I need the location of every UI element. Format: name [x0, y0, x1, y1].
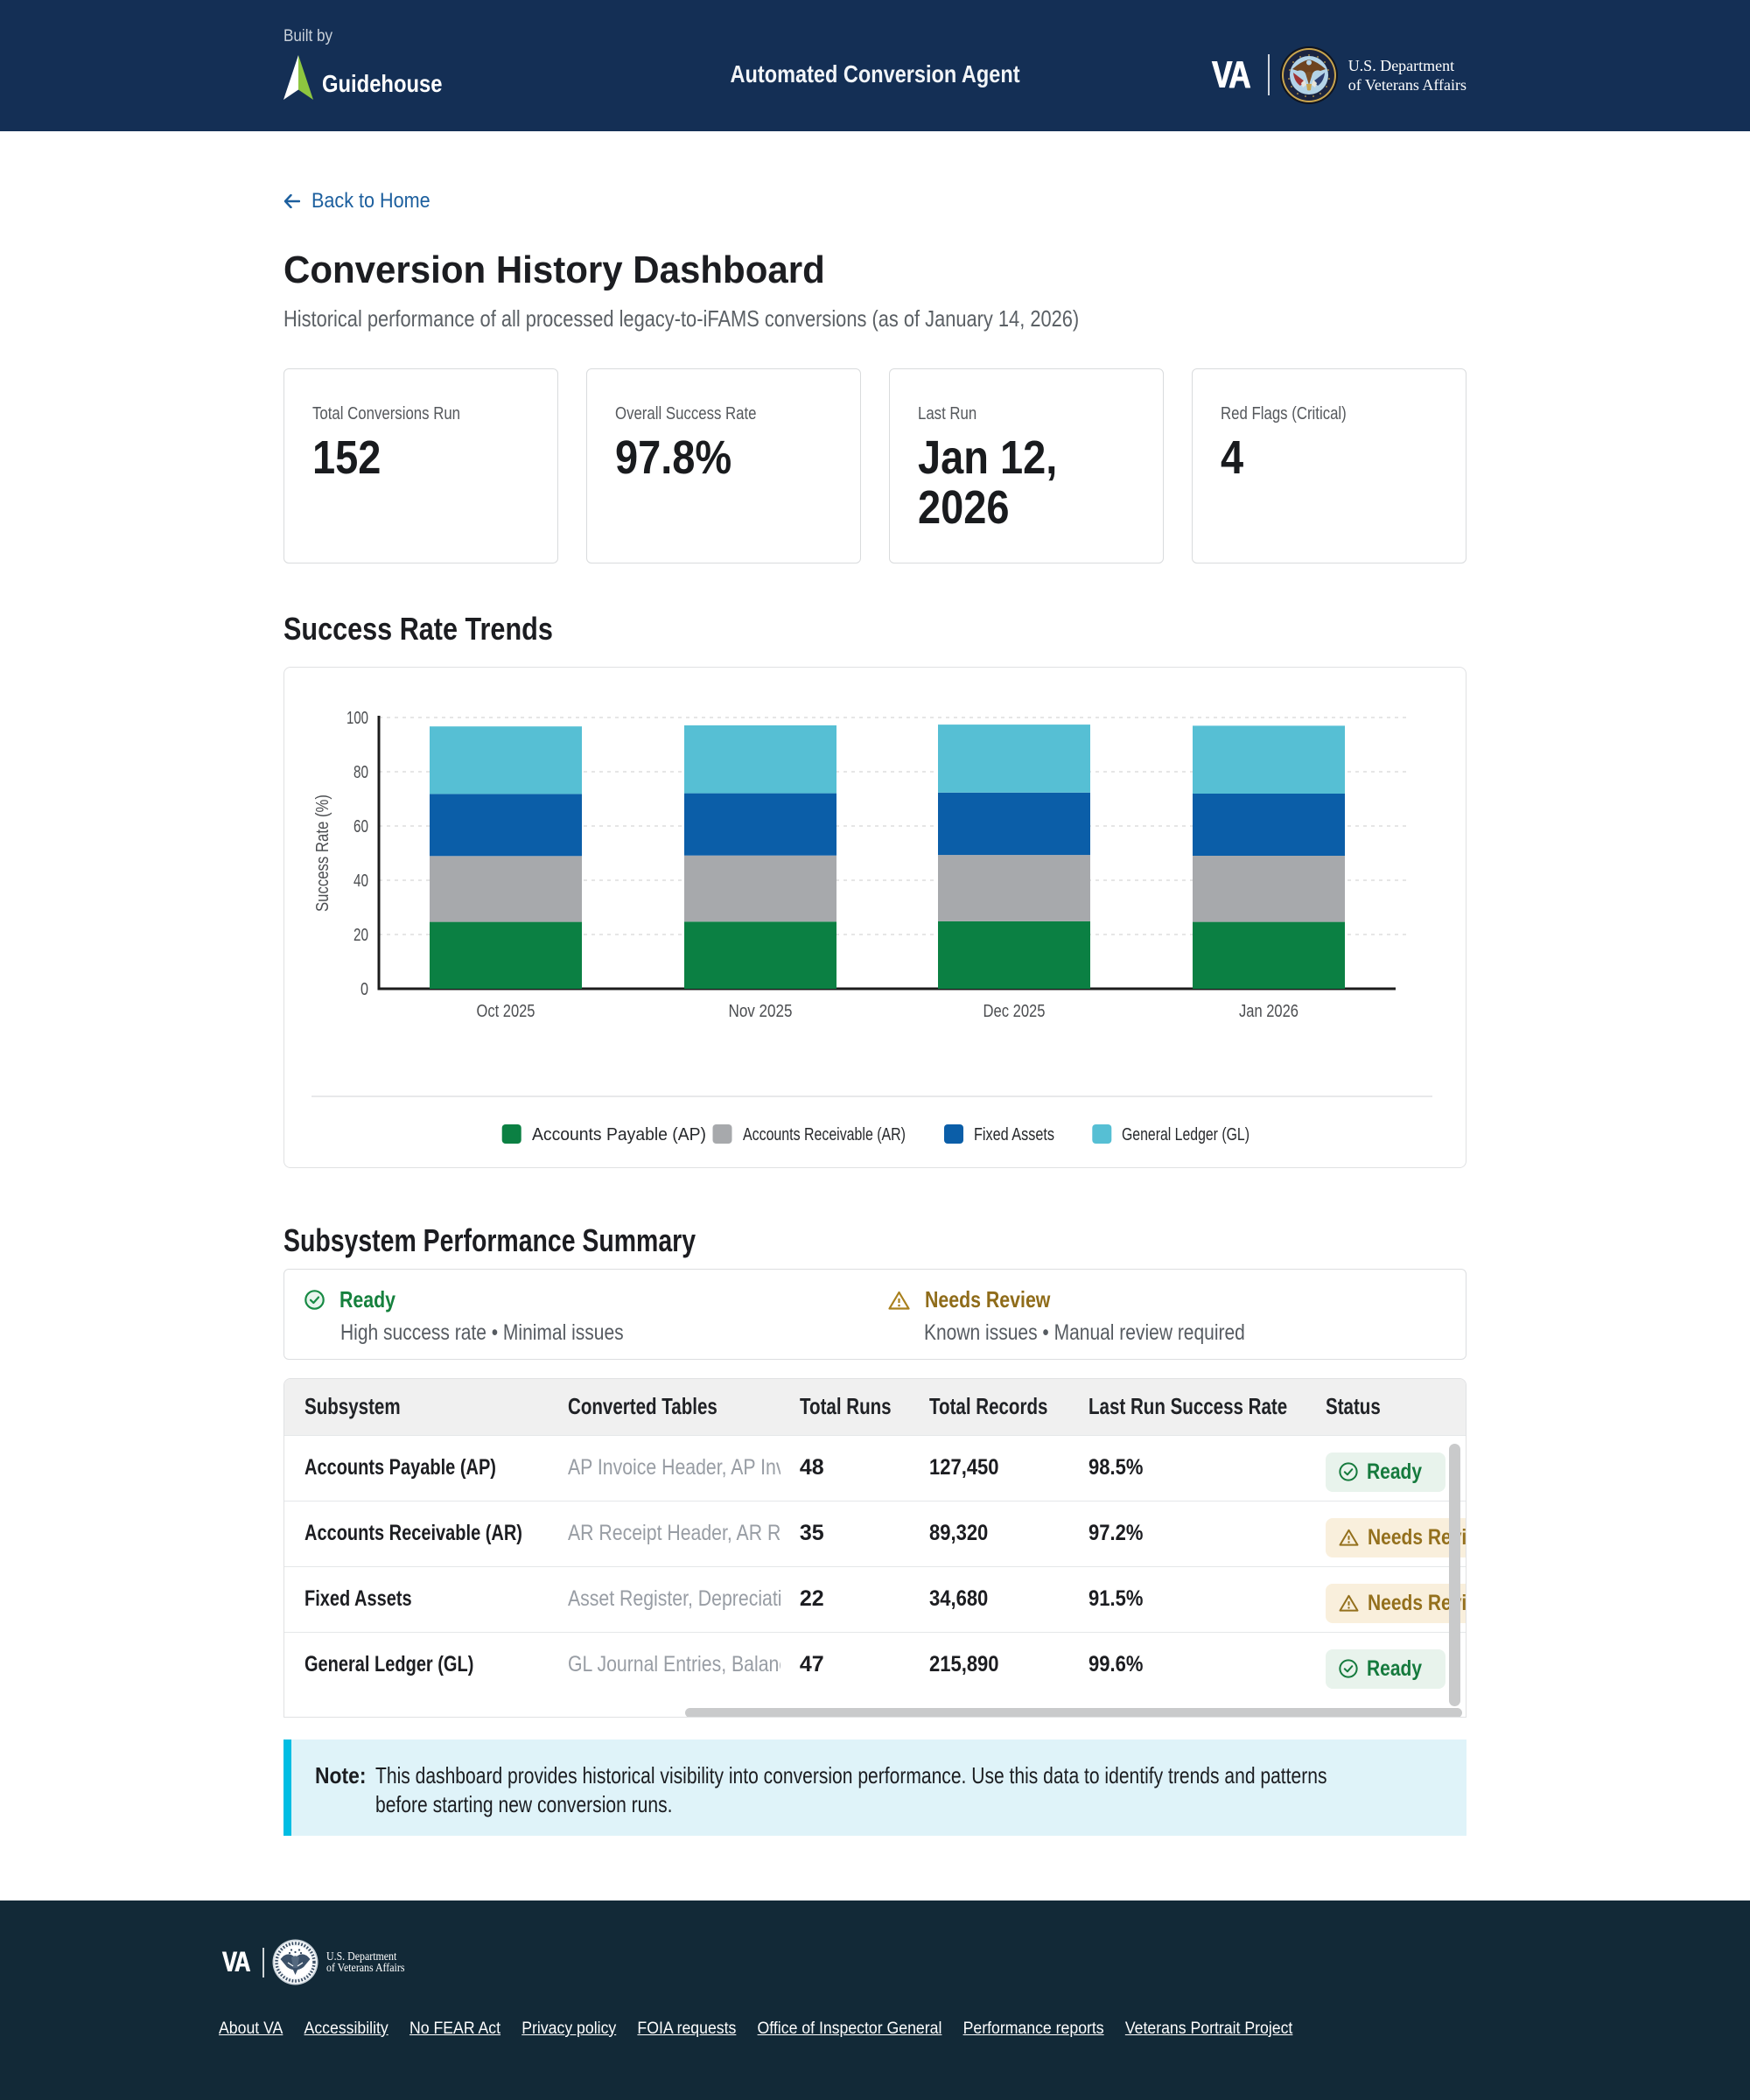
svg-text:General Ledger (GL): General Ledger (GL)	[1122, 1125, 1250, 1144]
svg-text:100: 100	[346, 709, 368, 728]
svg-text:Dec 2025: Dec 2025	[984, 1002, 1046, 1021]
svg-text:Nov 2025: Nov 2025	[729, 1002, 793, 1021]
svg-text:20: 20	[354, 926, 368, 945]
svg-text:Success Rate (%): Success Rate (%)	[313, 794, 332, 912]
svg-text:60: 60	[354, 817, 368, 836]
svg-text:40: 40	[354, 872, 368, 891]
svg-text:Oct 2025: Oct 2025	[477, 1002, 536, 1021]
svg-text:Jan 2026: Jan 2026	[1239, 1002, 1298, 1021]
svg-text:Accounts Receivable (AR): Accounts Receivable (AR)	[743, 1125, 906, 1144]
svg-text:0: 0	[360, 980, 368, 999]
svg-text:80: 80	[354, 763, 368, 782]
svg-text:Accounts Payable (AP): Accounts Payable (AP)	[532, 1125, 706, 1144]
svg-text:Fixed Assets: Fixed Assets	[974, 1125, 1054, 1144]
